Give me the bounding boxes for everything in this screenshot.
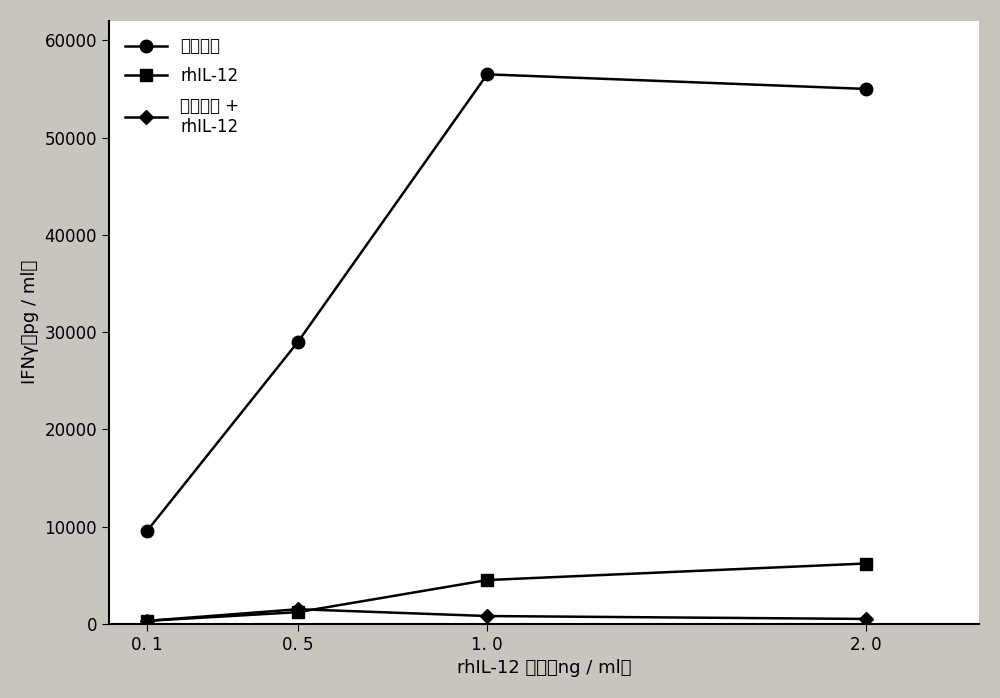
Line: 阴性对照: 阴性对照: [140, 68, 872, 537]
Line: rhIL-12: rhIL-12: [140, 557, 872, 627]
X-axis label: rhIL-12 浓度（ng / ml）: rhIL-12 浓度（ng / ml）: [457, 659, 631, 677]
rhIL-12: [860, 559, 872, 567]
rhIL-12: [481, 576, 493, 584]
rhIL-12: [292, 608, 304, 616]
阴性对照: [292, 338, 304, 346]
Legend: 阴性对照, rhIL-12, 鞭毛蛋白 +
rhIL-12: 阴性对照, rhIL-12, 鞭毛蛋白 + rhIL-12: [117, 29, 248, 144]
鞭毛蛋白 +
rhIL-12: [860, 615, 872, 623]
阴性对照: [141, 527, 153, 535]
鞭毛蛋白 +
rhIL-12: [481, 612, 493, 621]
阴性对照: [481, 70, 493, 78]
Line: 鞭毛蛋白 +
rhIL-12: 鞭毛蛋白 + rhIL-12: [142, 604, 871, 625]
鞭毛蛋白 +
rhIL-12: [292, 605, 304, 614]
Y-axis label: IFNγ（pg / ml）: IFNγ（pg / ml）: [21, 260, 39, 385]
鞭毛蛋白 +
rhIL-12: [141, 617, 153, 625]
阴性对照: [860, 84, 872, 93]
rhIL-12: [141, 617, 153, 625]
